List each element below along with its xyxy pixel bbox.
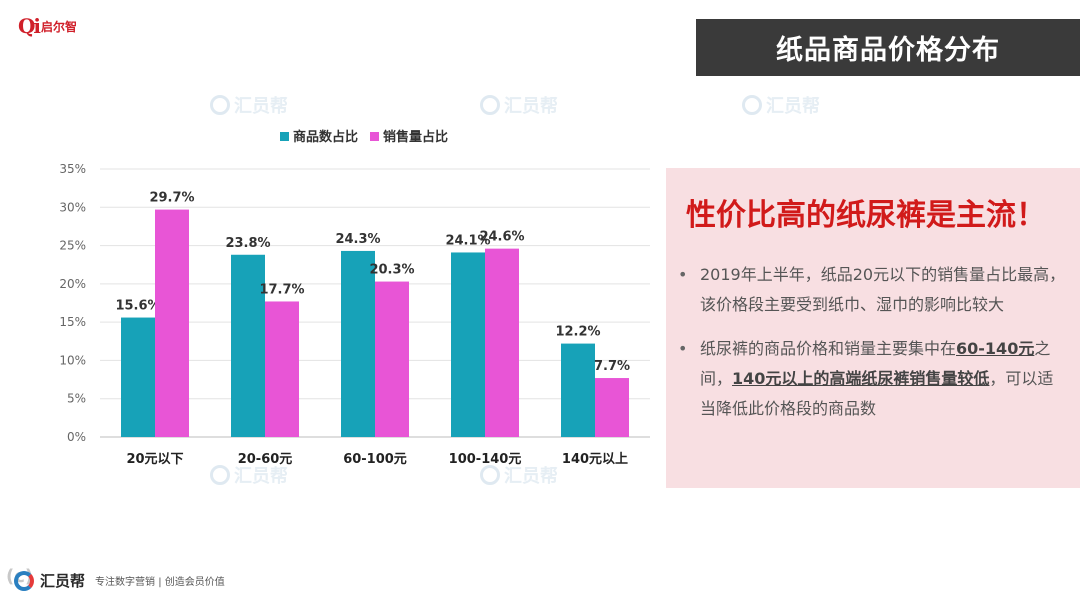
- x-tick-label: 100-140元: [449, 452, 522, 467]
- y-tick-label: 15%: [59, 315, 86, 329]
- watermark: 汇员帮: [210, 92, 288, 118]
- bar: [375, 281, 409, 437]
- data-label: 15.6%: [115, 299, 160, 314]
- watermark-text: 汇员帮: [766, 96, 820, 117]
- x-tick-label: 140元以上: [562, 452, 628, 467]
- list-item: • 2019年上半年，纸品20元以下的销售量占比最高，该价格段主要受到纸巾、湿巾…: [676, 260, 1066, 320]
- footer-brand: 汇员帮: [40, 572, 86, 590]
- watermark: 汇员帮: [480, 92, 558, 118]
- watermark-text: 汇员帮: [234, 466, 288, 487]
- bar: [341, 250, 375, 437]
- title-banner: 纸品商品价格分布: [696, 19, 1080, 76]
- data-label: 24.3%: [335, 232, 380, 247]
- y-tick-label: 20%: [59, 277, 86, 291]
- watermark-logo-icon: [742, 95, 762, 115]
- watermark-logo-icon: [210, 95, 230, 115]
- bullet-text: 2019年上半年，纸品20元以下的销售量占比最高，该价格段主要受到纸巾、湿巾的影…: [700, 265, 1066, 314]
- bullet-text: 纸尿裤的商品价格和销量主要集中在: [700, 339, 957, 358]
- y-tick-label: 0%: [67, 430, 86, 444]
- footer-slogan: 专注数字营销 | 创造会员价值: [95, 577, 225, 588]
- data-label: 29.7%: [149, 191, 194, 206]
- legend-swatch: [370, 132, 379, 141]
- data-label: 7.7%: [594, 359, 630, 374]
- bar: [155, 209, 189, 437]
- data-label: 20.3%: [369, 263, 414, 278]
- watermark-text: 汇员帮: [234, 96, 288, 117]
- bullet-marker: •: [678, 265, 688, 284]
- legend-label: 商品数占比: [293, 129, 358, 145]
- bar: [121, 317, 155, 437]
- bullet-text: 之间，: [700, 339, 1051, 388]
- data-label: 12.2%: [555, 325, 600, 340]
- data-label: 17.7%: [259, 282, 304, 297]
- bullet-text: ，可以适当降低此价格段的商品数: [700, 369, 1054, 418]
- brand-logo: Qi 启尔智: [18, 14, 77, 38]
- footer-logo-icon: [14, 570, 34, 591]
- bar: [231, 254, 265, 437]
- watermark-text: 汇员帮: [504, 466, 558, 487]
- watermark: 汇员帮: [480, 462, 558, 488]
- bullet-list: • 2019年上半年，纸品20元以下的销售量占比最高，该价格段主要受到纸巾、湿巾…: [676, 260, 1066, 438]
- bar-chart: 0% 5% 10% 15% 20% 25% 30% 35% 商品数占比 销售量占比 15.6% 29.…: [59, 129, 650, 467]
- list-item: • 纸尿裤的商品价格和销量主要集中在60-140元之间，140元以上的高端纸尿裤…: [676, 334, 1066, 424]
- page-title: 纸品商品价格分布: [776, 35, 1000, 66]
- footer: 汇员帮 专注数字营销 | 创造会员价值: [14, 570, 225, 591]
- y-tick-label: 30%: [59, 200, 86, 214]
- watermark-logo-icon: [480, 465, 500, 485]
- data-label: 24.1%: [445, 233, 490, 248]
- logo-mark: Qi: [18, 14, 41, 38]
- y-tick-label: 5%: [67, 392, 86, 406]
- y-tick-label: 25%: [59, 239, 86, 253]
- legend-label: 销售量占比: [383, 129, 448, 145]
- bar: [485, 248, 519, 437]
- bar: [451, 252, 485, 437]
- bullet-marker: •: [678, 339, 688, 358]
- watermark-logo-icon: [210, 465, 230, 485]
- watermark-text: 汇员帮: [504, 96, 558, 117]
- bar: [595, 378, 629, 437]
- watermark: 汇员帮: [742, 92, 820, 118]
- insight-panel: 性价比高的纸尿裤是主流！ • 2019年上半年，纸品20元以下的销售量占比最高，…: [666, 168, 1080, 488]
- x-tick-label: 20-60元: [238, 452, 293, 467]
- bar: [265, 301, 299, 437]
- bar: [561, 343, 595, 437]
- y-tick-label: 35%: [59, 162, 86, 176]
- legend-swatch: [280, 132, 289, 141]
- bullet-emphasis: 140元以上的高端纸尿裤销售量较低: [732, 369, 990, 388]
- logo-text: 启尔智: [41, 19, 78, 34]
- bullet-emphasis: 60-140元: [956, 339, 1035, 358]
- x-tick-label: 20元以下: [126, 452, 183, 467]
- x-tick-label: 60-100元: [343, 452, 407, 467]
- panel-heading: 性价比高的纸尿裤是主流！: [686, 198, 1046, 233]
- data-label: 24.6%: [479, 230, 524, 245]
- data-label: 23.8%: [225, 236, 270, 251]
- watermark: 汇员帮: [210, 462, 288, 488]
- y-tick-label: 10%: [59, 353, 86, 367]
- watermark-logo-icon: [480, 95, 500, 115]
